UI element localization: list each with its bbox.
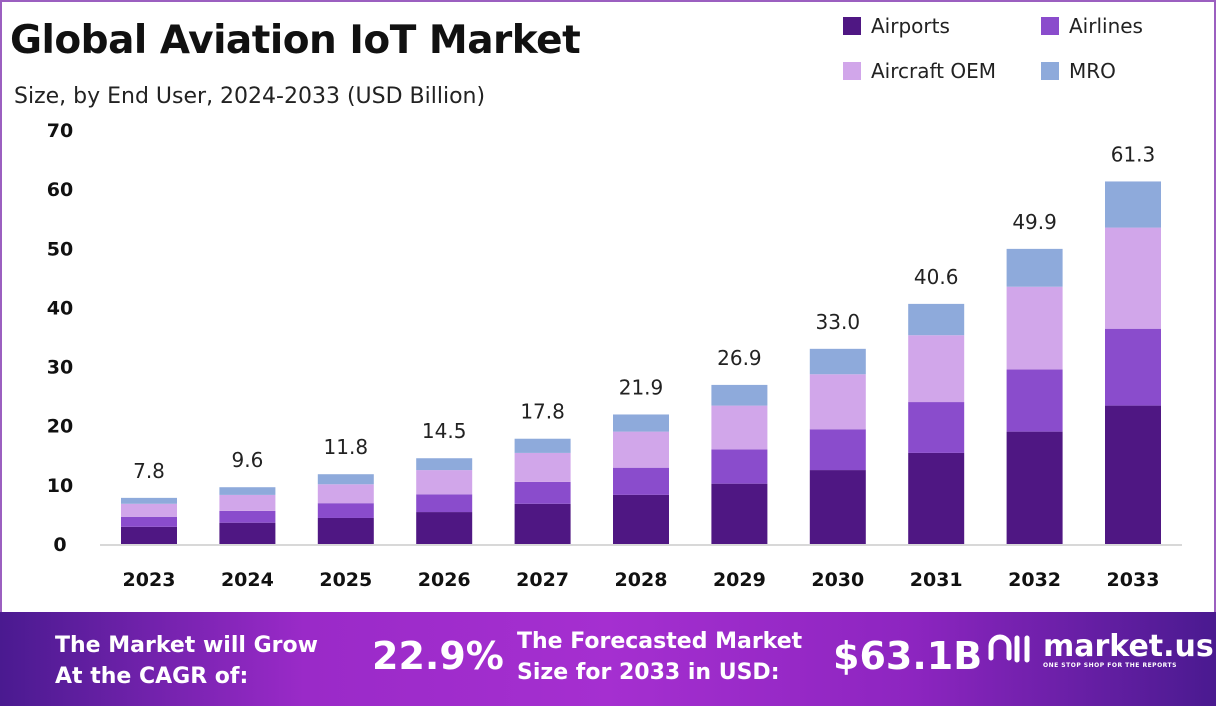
bar-segment-airports [514,503,571,544]
x-tick-label: 2027 [516,569,569,591]
bar-segment-airlines [219,510,276,523]
cagr-value: 22.9% [372,634,504,678]
y-tick-label: 30 [47,357,73,379]
total-data-label: 9.6 [231,448,263,472]
bar-chart: 0102030405060707.820239.6202411.8202514.… [47,120,1182,591]
total-data-label: 40.6 [914,265,959,289]
bar-segment-aircraft-oem [711,405,768,450]
bar-segment-airports [809,470,866,544]
y-tick-label: 20 [47,416,73,438]
x-tick-label: 2026 [418,569,471,591]
bar-segment-airports [121,526,177,544]
bar-segment-aircraft-oem [1006,286,1063,370]
bar-segment-mro [219,487,276,495]
bar-segment-mro [1006,248,1063,287]
bar-segment-mro [711,384,768,406]
bar-segment-aircraft-oem [219,494,276,511]
bar-segment-airports [1006,431,1063,544]
total-data-label: 17.8 [520,400,565,424]
bar-segment-aircraft-oem [514,452,571,482]
y-tick-label: 10 [47,475,73,497]
total-data-label: 11.8 [324,435,369,459]
x-tick-label: 2028 [615,569,668,591]
x-tick-label: 2023 [123,569,176,591]
total-data-label: 21.9 [619,375,664,399]
bar-segment-mro [613,414,669,432]
bar-segment-airports [219,522,276,544]
total-data-label: 26.9 [717,346,762,370]
bar-segment-airlines [416,494,473,513]
bar-segment-mro [514,438,571,453]
bar-segment-airports [613,494,669,544]
bar-segment-airlines [711,449,768,484]
chart-frame [0,0,1216,612]
forecast-value: $63.1B [833,634,983,678]
forecast-label-line2: Size for 2033 in USD: [517,660,780,685]
x-tick-label: 2031 [910,569,963,591]
bar-segment-aircraft-oem [317,484,374,504]
bar-segment-airlines [1006,369,1063,432]
bar-segment-airlines [613,467,669,495]
y-tick-label: 60 [47,179,73,201]
x-tick-label: 2024 [221,569,274,591]
brand-name: market.us [1043,628,1214,664]
bar-segment-airlines [514,481,571,504]
bar-segment-airlines [121,516,177,527]
total-data-label: 7.8 [133,459,165,483]
market-us-logo-icon [988,634,1030,663]
x-tick-label: 2025 [319,569,372,591]
y-tick-label: 40 [47,297,73,319]
market-us-logo: market.us ONE STOP SHOP FOR THE REPORTS [985,630,1214,670]
bar-segment-mro [908,303,965,336]
legend-airlines: Airlines [1041,14,1143,38]
bar-segment-mro [317,474,374,485]
x-tick-label: 2029 [713,569,766,591]
bar-segment-airlines [1105,328,1161,406]
bar-segment-mro [809,348,866,375]
bar-segment-airlines [809,429,866,471]
total-data-label: 33.0 [816,310,861,334]
bar-segment-aircraft-oem [416,470,473,495]
legend-aircraft-oem: Aircraft OEM [843,59,996,83]
bar-segment-airports [1105,405,1161,544]
total-data-label: 49.9 [1012,210,1057,234]
bar-segment-airports [416,512,473,544]
legend-mro: MRO [1041,59,1116,83]
bar-segment-aircraft-oem [613,431,669,468]
bar-segment-airlines [908,402,965,453]
bar-segment-mro [121,497,177,504]
forecast-label-line1: The Forecasted Market [517,629,803,654]
bar-segment-airports [908,452,965,544]
legend-airports: Airports [843,14,950,38]
bar-segment-airports [711,483,768,544]
y-tick-label: 70 [47,120,73,142]
x-tick-label: 2030 [811,569,864,591]
bar-segment-airports [317,517,374,544]
chart-subtitle: Size, by End User, 2024-2033 (USD Billio… [14,84,486,109]
x-tick-label: 2033 [1107,569,1160,591]
y-tick-label: 0 [53,534,66,556]
total-data-label: 14.5 [422,419,467,443]
total-data-label: 61.3 [1111,142,1156,166]
bar-segment-aircraft-oem [809,374,866,430]
x-tick-label: 2032 [1008,569,1061,591]
y-tick-label: 50 [47,238,73,260]
bar-segment-mro [1105,181,1161,228]
bar-segment-aircraft-oem [121,503,177,517]
footer-banner: The Market will Grow At the CAGR of: 22.… [0,612,1216,706]
brand-tagline: ONE STOP SHOP FOR THE REPORTS [1043,661,1177,669]
cagr-label-line1: The Market will Grow [55,633,318,658]
bar-segment-mro [416,458,473,471]
bar-segment-airlines [317,503,374,518]
cagr-label-line2: At the CAGR of: [55,664,249,689]
bar-segment-aircraft-oem [908,335,965,403]
bar-segment-aircraft-oem [1105,227,1161,329]
chart-title: Global Aviation IoT Market [10,18,581,63]
